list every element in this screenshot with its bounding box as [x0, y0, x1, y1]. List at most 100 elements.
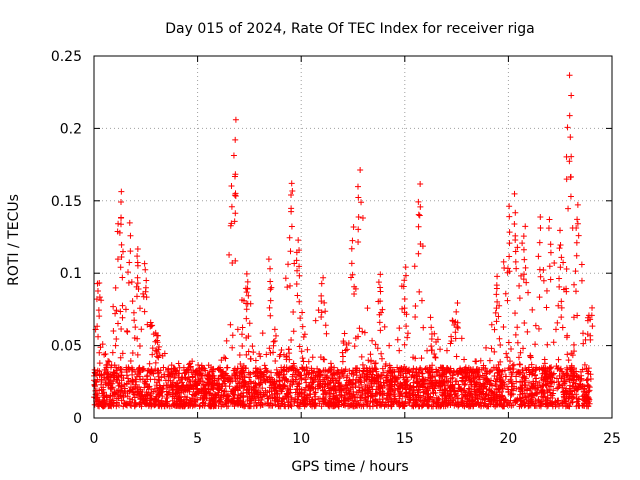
data-point [351, 343, 358, 350]
data-point [359, 328, 366, 335]
data-point [567, 134, 574, 141]
data-point [108, 384, 115, 391]
data-point [119, 248, 126, 255]
data-point [302, 376, 309, 383]
data-point [567, 173, 574, 180]
data-point [338, 394, 345, 401]
data-point [357, 166, 364, 173]
data-point [264, 368, 271, 375]
data-point [519, 390, 526, 397]
data-point [261, 377, 268, 384]
data-point [510, 365, 517, 372]
data-point [194, 396, 201, 403]
data-point [455, 395, 462, 402]
data-point [115, 364, 122, 371]
data-point [483, 385, 490, 392]
data-point [238, 296, 245, 303]
data-point [109, 349, 116, 356]
data-point [493, 305, 500, 312]
data-point [245, 383, 252, 390]
data-point [240, 392, 247, 399]
data-point [357, 378, 364, 385]
data-point [235, 392, 242, 399]
data-point [470, 366, 477, 373]
data-point [134, 280, 141, 287]
data-point [496, 385, 503, 392]
data-point [455, 381, 462, 388]
data-point [110, 303, 117, 310]
data-point [388, 398, 395, 405]
data-point [372, 366, 379, 373]
data-point [215, 366, 222, 373]
data-point [272, 358, 279, 365]
data-point [234, 375, 241, 382]
data-point [290, 378, 297, 385]
data-point [156, 343, 163, 350]
data-point [415, 223, 422, 230]
data-point [229, 332, 236, 339]
data-point [410, 365, 417, 372]
data-point [143, 294, 150, 301]
data-point [379, 372, 386, 379]
data-point [486, 357, 493, 364]
data-point [413, 378, 420, 385]
data-point [243, 300, 250, 307]
data-point [498, 371, 505, 378]
data-point [294, 383, 301, 390]
data-point [538, 383, 545, 390]
data-point [263, 367, 270, 374]
data-point [117, 221, 124, 228]
data-point [545, 225, 552, 232]
data-point [395, 369, 402, 376]
data-point [271, 326, 278, 333]
data-point [514, 324, 521, 331]
data-point [563, 285, 570, 292]
data-point [229, 260, 236, 267]
data-point [508, 346, 515, 353]
data-point [375, 373, 382, 380]
data-point [244, 285, 251, 292]
data-point [170, 393, 177, 400]
data-point [288, 336, 295, 343]
data-point [339, 349, 346, 356]
chart-title: Day 015 of 2024, Rate Of TEC Index for r… [165, 21, 534, 37]
data-point [241, 373, 248, 380]
data-point [428, 324, 435, 331]
data-point [544, 368, 551, 375]
data-point [117, 354, 124, 361]
data-point [254, 391, 261, 398]
data-point [224, 364, 231, 371]
data-point [389, 378, 396, 385]
data-point [293, 257, 300, 264]
data-point [570, 394, 577, 401]
data-point [281, 383, 288, 390]
data-point [525, 289, 532, 296]
data-point [234, 326, 241, 333]
data-point [584, 368, 591, 375]
data-point [495, 313, 502, 320]
data-point [525, 364, 532, 371]
data-point [520, 369, 527, 376]
data-point [119, 314, 126, 321]
data-point [275, 402, 282, 409]
data-point [554, 365, 561, 372]
data-point [293, 280, 300, 287]
data-point [479, 372, 486, 379]
data-point [118, 382, 125, 389]
data-point [370, 399, 377, 406]
data-point [570, 383, 577, 390]
data-point [160, 382, 167, 389]
data-point [275, 371, 282, 378]
data-point [145, 367, 152, 374]
data-point [109, 397, 116, 404]
data-point [506, 402, 513, 409]
data-point [236, 352, 243, 359]
data-point [436, 378, 443, 385]
data-point [317, 371, 324, 378]
data-point [390, 387, 397, 394]
data-point [513, 265, 520, 272]
data-point [494, 298, 501, 305]
data-point [378, 350, 385, 357]
data-point [231, 218, 238, 225]
data-point [125, 365, 132, 372]
